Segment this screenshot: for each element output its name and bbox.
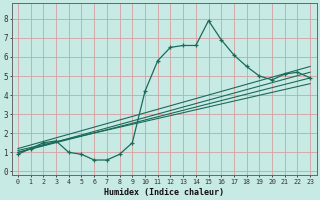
X-axis label: Humidex (Indice chaleur): Humidex (Indice chaleur): [104, 188, 224, 197]
